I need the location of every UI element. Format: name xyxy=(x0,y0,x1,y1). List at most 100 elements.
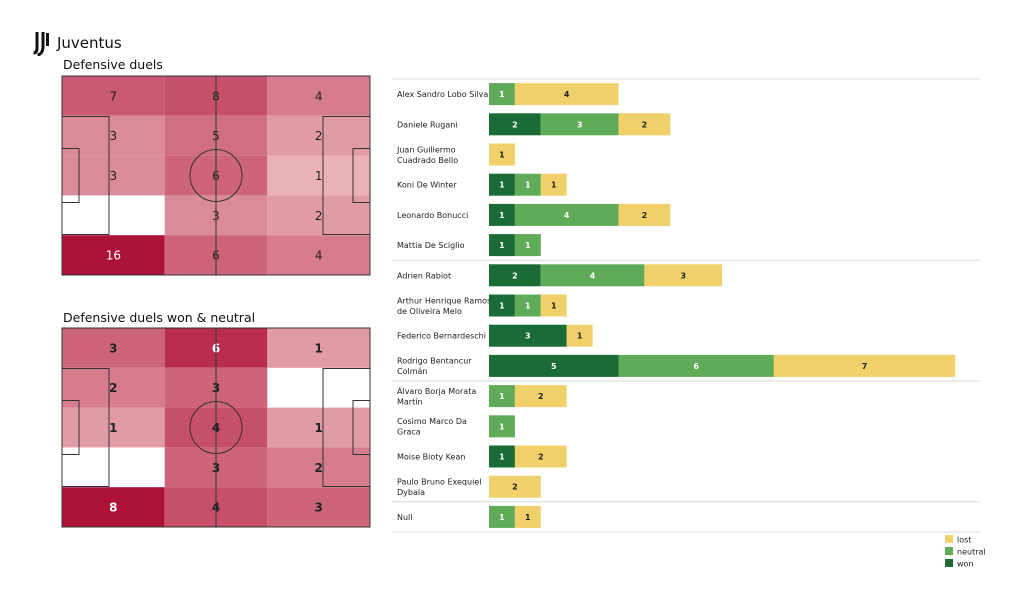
player-label: Juan Guillermo Cuadrado Bello xyxy=(396,145,458,165)
bar-value-label: 1 xyxy=(499,241,505,250)
bar-value-label: 4 xyxy=(564,90,570,99)
bar-value-label: 1 xyxy=(525,302,531,311)
legend-swatch-neutral xyxy=(945,547,953,555)
bar-value-label: 1 xyxy=(499,302,505,311)
pitch-bottom-cell-label: 1 xyxy=(314,421,322,435)
player-label: Paulo Bruno Exequiel Dybala xyxy=(397,477,481,497)
pitch-bottom-cell xyxy=(267,487,370,527)
pitch-top-center-circle xyxy=(189,149,243,202)
chart-legend: lost neutral won xyxy=(945,535,986,569)
bar-value-label: 5 xyxy=(551,362,557,371)
pitch-bottom-cell xyxy=(62,328,165,368)
pitch-bottom-center-circle xyxy=(189,401,243,454)
bar-segment-neutral xyxy=(540,113,619,136)
bar-value-label: 1 xyxy=(499,513,505,522)
pitch-top-cell xyxy=(62,235,165,275)
pitch-top-cell-label: 2 xyxy=(315,209,323,223)
pitch-bottom-cell xyxy=(267,328,370,368)
player-label: Mattia De Sciglio xyxy=(397,241,465,250)
bar-segment-lost xyxy=(644,264,723,287)
bar-segment-neutral xyxy=(514,294,541,317)
bar-segment-lost xyxy=(540,294,567,317)
bar-value-label: 4 xyxy=(590,271,596,280)
pitch-top-cell-label: 2 xyxy=(315,129,323,143)
pitch-top-cell-label: 4 xyxy=(315,249,323,263)
pitch-top-goal-box-right xyxy=(352,148,371,203)
bar-value-label: 3 xyxy=(577,120,583,129)
bar-value-label: 1 xyxy=(499,392,505,401)
bar-segment-neutral xyxy=(489,385,515,408)
bar-segment-won xyxy=(489,354,619,377)
bar-segment-won xyxy=(489,203,515,226)
pitch-bottom-cell-label: 1 xyxy=(314,341,322,355)
player-label: Álvaro Borja Morata Martín xyxy=(397,385,476,407)
bar-value-label: 2 xyxy=(512,483,518,492)
bar-segment-neutral xyxy=(489,83,515,106)
pitch-bottom-cell-label: 3 xyxy=(314,501,322,515)
pitch-top-title: Defensive duels xyxy=(63,57,163,72)
pitch-top-cell xyxy=(267,235,370,275)
bar-value-label: 1 xyxy=(551,181,557,190)
bar-value-label: 1 xyxy=(551,302,557,311)
bar-value-label: 1 xyxy=(525,241,531,250)
pitch-top-cell xyxy=(62,76,165,116)
legend-label-lost: lost xyxy=(957,536,971,545)
player-label: Koni De Winter xyxy=(397,181,457,190)
pitch-top-cell-label: 7 xyxy=(110,89,118,103)
pitch-bottom-heatmap: 3 6 12 31 4 13 28 4 3 xyxy=(61,327,371,528)
bar-segment-neutral xyxy=(514,203,619,226)
bar-segment-lost xyxy=(773,354,956,377)
legend-label-neutral: neutral xyxy=(957,548,986,557)
bar-value-label: 1 xyxy=(499,211,505,220)
bar-segment-won xyxy=(489,264,541,287)
pitch-bottom-cell-label: 2 xyxy=(314,461,322,475)
bar-segment-lost xyxy=(566,324,593,347)
bar-value-label: 6 xyxy=(693,362,699,371)
pitch-bottom-goal-box-left xyxy=(61,400,80,455)
player-label: Moise Bioty Kean xyxy=(397,453,465,462)
pitch-top-cell-label: 1 xyxy=(315,169,323,183)
team-name: Juventus xyxy=(57,34,122,52)
bar-segment-lost xyxy=(514,385,567,408)
bar-segment-lost xyxy=(514,83,619,106)
bar-value-label: 1 xyxy=(525,513,531,522)
player-label: Adrien Rabiot xyxy=(397,271,451,280)
bar-segment-lost xyxy=(540,173,567,196)
bar-segment-lost xyxy=(514,505,541,528)
bar-segment-won xyxy=(489,113,541,136)
player-label: Alex Sandro Lobo Silva xyxy=(397,90,488,99)
bar-value-label: 2 xyxy=(642,120,648,129)
team-header: Juventus xyxy=(33,30,122,56)
player-label: Leonardo Bonucci xyxy=(397,211,468,220)
legend-label-won: won xyxy=(957,560,974,569)
bar-segment-lost xyxy=(489,475,541,498)
player-label: Daniele Rugani xyxy=(397,120,458,129)
pitch-top-cell-label: 3 xyxy=(110,129,118,143)
bar-value-label: 7 xyxy=(862,362,868,371)
player-label: Rodrigo Bentancur Colmán xyxy=(397,357,472,377)
bar-segment-lost xyxy=(618,203,671,226)
bar-value-label: 1 xyxy=(499,453,505,462)
bar-value-label: 1 xyxy=(525,181,531,190)
pitch-bottom-cell-label: 3 xyxy=(109,341,117,355)
bar-value-label: 1 xyxy=(499,90,505,99)
bar-segment-lost xyxy=(489,143,515,166)
legend-swatch-lost xyxy=(945,535,953,543)
bar-value-label: 3 xyxy=(680,271,686,280)
pitch-top-cell-label: 16 xyxy=(106,249,121,263)
pitch-top-cell-label: 4 xyxy=(315,89,323,103)
bar-segment-neutral xyxy=(540,264,645,287)
pitch-bottom-cell xyxy=(62,487,165,527)
stacked-bar-chart: Alex Sandro Lobo Silva 1 4 Daniele Rugani 2 3… xyxy=(392,78,980,533)
bar-value-label: 3 xyxy=(525,332,531,341)
bar-segment-neutral xyxy=(514,173,541,196)
player-label: Null xyxy=(397,513,413,522)
bar-value-label: 4 xyxy=(564,211,570,220)
juventus-logo-icon xyxy=(33,32,49,56)
bar-value-label: 1 xyxy=(499,422,505,431)
bar-segment-neutral xyxy=(618,354,774,377)
bar-value-label: 2 xyxy=(538,453,544,462)
pitch-top-cell xyxy=(267,76,370,116)
bar-segment-neutral xyxy=(489,505,515,528)
